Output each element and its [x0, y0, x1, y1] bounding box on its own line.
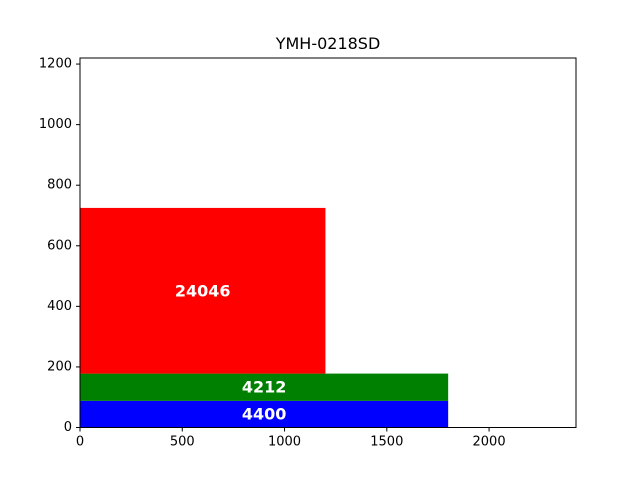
x-tick-label-3: 1500 — [370, 435, 403, 450]
chart-title: YMH-0218SD — [275, 34, 381, 53]
bar-segment-0 — [80, 400, 449, 428]
y-tick-label-1: 200 — [47, 359, 72, 374]
plot-frame — [79, 57, 577, 428]
data-label-2: 24046 — [175, 281, 231, 300]
y-tick-label-4: 800 — [47, 178, 72, 193]
x-tick-label-4: 2000 — [473, 435, 506, 450]
x-tick-label-0: 0 — [76, 435, 84, 450]
y-tick-label-3: 600 — [47, 238, 72, 253]
x-tick-label-2: 1000 — [268, 435, 301, 450]
y-tick-label-5: 1000 — [39, 117, 72, 132]
x-axis: 0 500 1000 1500 2000 — [76, 427, 506, 450]
y-tick-label-2: 400 — [47, 299, 72, 314]
data-labels-group: 4400 4212 24046 — [175, 281, 286, 423]
data-label-0: 4400 — [242, 405, 287, 424]
y-axis: 0 200 400 600 800 1000 1200 — [39, 57, 80, 435]
y-tick-label-0: 0 — [64, 420, 72, 435]
data-label-1: 4212 — [242, 378, 287, 397]
x-tick-label-1: 500 — [170, 435, 195, 450]
bar-segment-1 — [80, 373, 449, 401]
y-tick-label-6: 1200 — [39, 57, 72, 72]
bar-segment-2 — [80, 207, 326, 374]
bars-group — [80, 207, 449, 428]
